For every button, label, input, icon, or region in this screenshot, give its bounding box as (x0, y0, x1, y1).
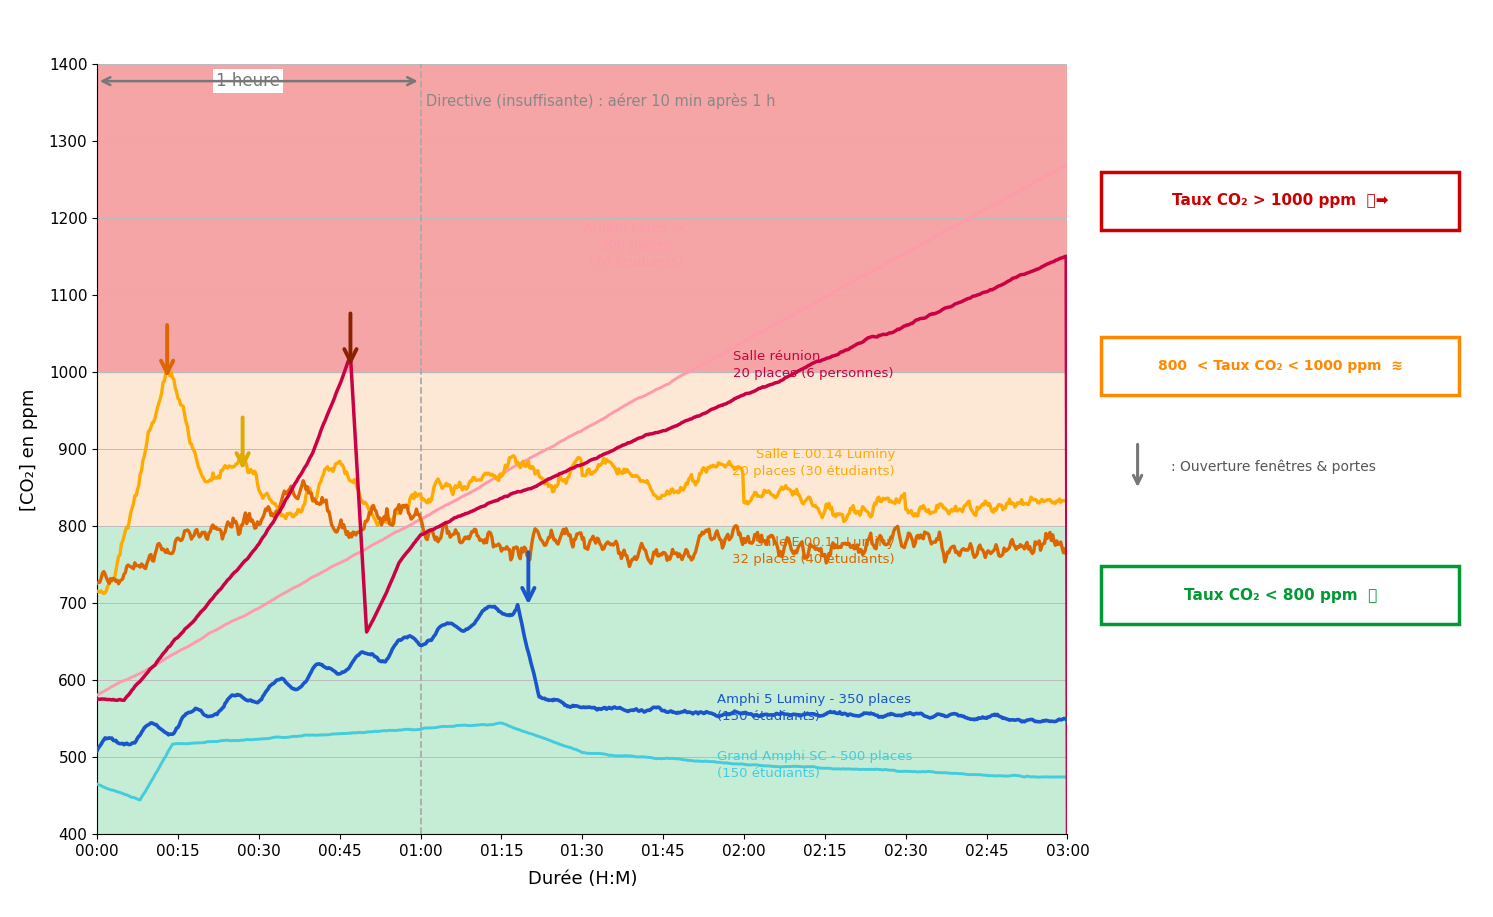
FancyBboxPatch shape (1100, 171, 1460, 230)
Text: Salle réunion
20 places (6 personnes): Salle réunion 20 places (6 personnes) (733, 349, 894, 380)
Y-axis label: [CO₂] en ppm: [CO₂] en ppm (19, 388, 37, 511)
FancyBboxPatch shape (1100, 566, 1460, 624)
X-axis label: Durée (H:M): Durée (H:M) (527, 870, 638, 889)
Bar (97, 526, 1067, 834)
Text: Taux CO₂ > 1000 ppm  🚪➡: Taux CO₂ > 1000 ppm 🚪➡ (1172, 193, 1388, 208)
Text: Amphi 5 Luminy - 350 places
(150 étudiants): Amphi 5 Luminy - 350 places (150 étudian… (717, 693, 911, 724)
Text: : Ouverture fenêtres & portes: : Ouverture fenêtres & portes (1171, 459, 1375, 474)
Text: Taux CO₂ < 800 ppm  👥: Taux CO₂ < 800 ppm 👥 (1184, 588, 1377, 602)
Text: 1 heure: 1 heure (216, 72, 281, 90)
Text: Directive (insuffisante) : aérer 10 min après 1 h: Directive (insuffisante) : aérer 10 min … (426, 93, 775, 109)
Text: Amphi Peres SC
300 places
(70 étudiants): Amphi Peres SC 300 places (70 étudiants) (584, 222, 688, 269)
Text: Grand Amphi SC - 500 places
(150 étudiants): Grand Amphi SC - 500 places (150 étudian… (717, 750, 912, 780)
FancyBboxPatch shape (1100, 337, 1460, 395)
Text: Salle E.00.14 Luminy
20 places (30 étudiants): Salle E.00.14 Luminy 20 places (30 étudi… (733, 448, 894, 478)
Bar (97, 372, 1067, 526)
Bar (97, 64, 1067, 372)
Text: 800  < Taux CO₂ < 1000 ppm  ≋: 800 < Taux CO₂ < 1000 ppm ≋ (1157, 359, 1403, 373)
Text: Salle E.00.11 Luminy
32 places (40 étudiants): Salle E.00.11 Luminy 32 places (40 étudi… (733, 536, 894, 566)
